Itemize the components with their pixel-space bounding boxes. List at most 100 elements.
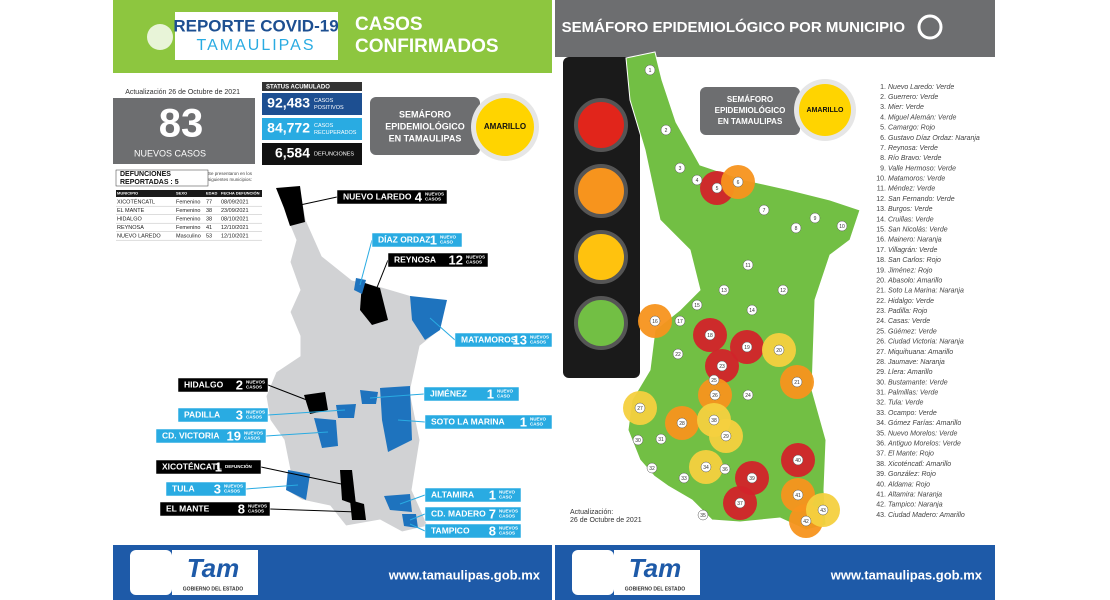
municipio-map-number: 5 bbox=[716, 186, 719, 192]
municipio-number: 2. bbox=[880, 94, 886, 101]
municipio-label: Jiménez: Rojo bbox=[887, 267, 932, 274]
right-title: SEMÁFORO EPIDEMIOLÓGICO POR MUNICIPIO bbox=[562, 18, 906, 36]
municipio-number: 18. bbox=[876, 257, 886, 264]
municipio-marker bbox=[632, 434, 644, 446]
municipio-map-number: 21 bbox=[794, 380, 800, 386]
municipio-map-number: 27 bbox=[637, 406, 643, 412]
callout-name: ALTAMIRA bbox=[431, 489, 474, 499]
right-update: 26 de Octubre de 2021 bbox=[570, 517, 642, 524]
municipio-label: Ciudad Madero: Amarillo bbox=[888, 512, 965, 519]
municipio-number: 17. bbox=[876, 247, 886, 254]
callout-unit: DEFUNCIÓN bbox=[225, 462, 252, 469]
municipio-marker bbox=[790, 222, 802, 234]
municipio-map-number: 31 bbox=[658, 437, 664, 443]
semaforo-box bbox=[700, 87, 800, 135]
municipio-map-number: 38 bbox=[711, 418, 717, 424]
municipio-marker bbox=[691, 174, 703, 186]
semaforo-label: SEMÁFORO bbox=[727, 95, 773, 104]
municipio-map-number: 6 bbox=[737, 180, 740, 186]
callout-leader bbox=[429, 317, 456, 341]
municipio-marker bbox=[817, 504, 829, 516]
callout-name: TAMPICO bbox=[431, 525, 470, 535]
callout-leader bbox=[369, 393, 425, 399]
status-item bbox=[262, 118, 362, 140]
deaths-cell: Femenino bbox=[176, 208, 200, 214]
callout-unit: NUEVO bbox=[440, 235, 457, 240]
left-logo-sub: GOBIERNO DEL ESTADO bbox=[183, 586, 243, 592]
callout-box bbox=[387, 252, 489, 268]
municipio-label: Aldama: Rojo bbox=[887, 481, 930, 488]
municipio-map-number: 29 bbox=[723, 434, 729, 440]
callout-leader bbox=[397, 419, 426, 423]
header-casos: CASOS bbox=[355, 14, 423, 35]
logo-box bbox=[175, 12, 338, 60]
municipio-number: 34. bbox=[876, 420, 886, 427]
semaforo-label: EN TAMAULIPAS bbox=[389, 133, 462, 143]
municipio-marker bbox=[734, 497, 746, 509]
municipio-label: Méndez: Verde bbox=[888, 186, 935, 193]
callout-count: 1 bbox=[215, 459, 222, 474]
status-item bbox=[262, 143, 362, 165]
municipio-number: 29. bbox=[876, 369, 886, 376]
callout-name: SOTO LA MARINA bbox=[431, 416, 505, 426]
municipio-number: 31. bbox=[876, 390, 886, 397]
deaths-title: DEFUNCIONES bbox=[120, 171, 171, 178]
municipio-marker bbox=[708, 374, 720, 386]
municipio-label: Valle Hermoso: Verde bbox=[888, 165, 956, 172]
municipio-number: 23. bbox=[876, 308, 886, 315]
callout-count: 12 bbox=[449, 252, 463, 267]
municipio-marker bbox=[708, 414, 720, 426]
municipio-label: San Nicolás: Verde bbox=[888, 227, 948, 234]
deaths-note: Se presentaron en los bbox=[208, 171, 253, 176]
municipio-marker bbox=[800, 515, 812, 527]
municipio-marker bbox=[742, 259, 754, 271]
callout-count: 8 bbox=[238, 501, 245, 516]
deaths-title: REPORTADAS : 5 bbox=[120, 179, 179, 186]
callout-unit: CASO bbox=[497, 394, 511, 399]
callout-unit: NUEVOS bbox=[499, 509, 518, 514]
callout-name: JIMÉNEZ bbox=[430, 388, 467, 398]
municipio-label: Casas: Verde bbox=[888, 318, 930, 325]
municipio-number: 27. bbox=[876, 349, 886, 356]
municipio-map-number: 17 bbox=[677, 319, 683, 325]
report-state: TAMAULIPAS bbox=[197, 37, 316, 54]
callout-leader bbox=[399, 494, 426, 505]
callout-unit: NUEVOS bbox=[246, 380, 265, 385]
callout-box bbox=[165, 481, 247, 497]
municipio-map-number: 3 bbox=[679, 166, 682, 172]
municipio-marker bbox=[711, 182, 723, 194]
municipio-marker bbox=[758, 204, 770, 216]
municipio-map-number: 13 bbox=[721, 288, 727, 294]
municipio-map-number: 8 bbox=[795, 226, 798, 232]
municipio-marker bbox=[741, 341, 753, 353]
municipio-label: Camargo: Rojo bbox=[888, 125, 935, 132]
municipio-marker bbox=[655, 433, 667, 445]
municipio-map-number: 19 bbox=[744, 345, 750, 351]
municipio-marker bbox=[697, 509, 709, 521]
callout-count: 1 bbox=[430, 232, 437, 247]
municipio-label: Ocampo: Verde bbox=[888, 410, 937, 417]
left-map bbox=[265, 185, 448, 533]
callout-box bbox=[371, 232, 463, 248]
municipio-number: 13. bbox=[876, 206, 886, 213]
municipio-map-number: 18 bbox=[707, 333, 713, 339]
callout-unit: NUEVOS bbox=[246, 410, 265, 415]
update-date: Actualización 26 de Octubre de 2021 bbox=[125, 89, 240, 96]
light-orange bbox=[574, 164, 628, 218]
map-diaz-ordaz bbox=[354, 278, 366, 294]
callout-box bbox=[155, 428, 267, 444]
callout-unit: CASOS bbox=[246, 385, 262, 390]
municipio-label: Nuevo Morelos: Verde bbox=[888, 430, 957, 437]
municipio-label: Gustavo Díaz Ordaz: Naranja bbox=[888, 135, 980, 142]
callout-unit: NUEVOS bbox=[499, 526, 518, 531]
map-tampico bbox=[402, 514, 418, 528]
callout-leader bbox=[299, 196, 338, 206]
map-el-mante bbox=[350, 500, 366, 520]
municipio-label: Antiguo Morelos: Verde bbox=[887, 440, 961, 447]
callout-box bbox=[424, 414, 553, 430]
left-shield bbox=[130, 550, 172, 595]
municipio-marker bbox=[719, 463, 731, 475]
municipio-marker bbox=[704, 329, 716, 341]
callout-unit: CASOS bbox=[244, 436, 260, 441]
municipio-marker bbox=[691, 299, 703, 311]
